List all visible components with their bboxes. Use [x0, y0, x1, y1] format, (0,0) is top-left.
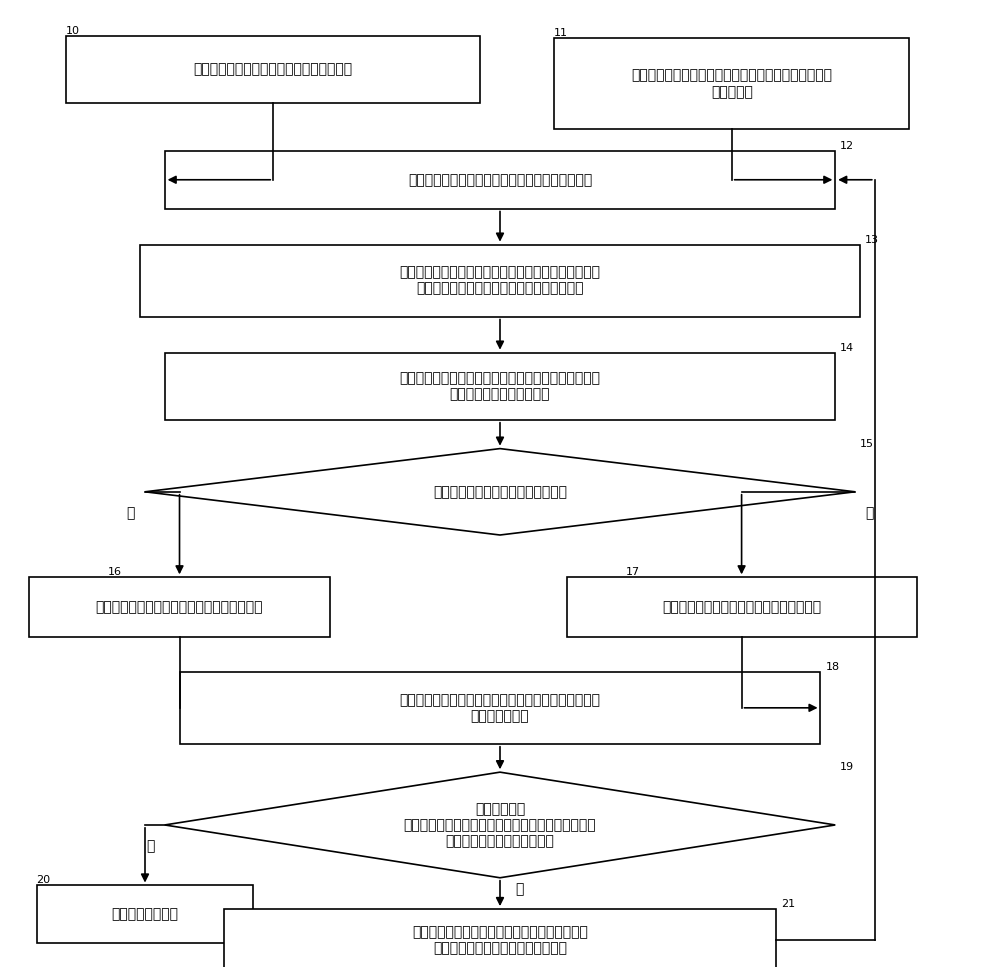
Text: 否: 否: [515, 882, 523, 896]
Text: 根据所述移动终端的运动速度及预设的定位时间间隔与
速度阈值的对应关系，确定当前定位时间间隔: 根据所述移动终端的运动速度及预设的定位时间间隔与 速度阈值的对应关系，确定当前定…: [400, 266, 600, 296]
Text: 11: 11: [554, 28, 568, 38]
Bar: [165, 151, 835, 208]
Text: 16: 16: [108, 567, 122, 578]
Text: 对所述移动终端进行定位得到目标定位结果: 对所述移动终端进行定位得到目标定位结果: [662, 600, 821, 614]
Text: 判断所述移动终端是否处于静止状态: 判断所述移动终端是否处于静止状态: [433, 485, 567, 499]
Bar: [567, 578, 917, 637]
Text: 13: 13: [865, 235, 879, 244]
Polygon shape: [145, 449, 855, 535]
Text: 20: 20: [37, 876, 51, 885]
Text: 根据数次定位结果，获取所述移动终端的运动速度: 根据数次定位结果，获取所述移动终端的运动速度: [408, 172, 592, 187]
Bar: [224, 909, 776, 971]
Text: 12: 12: [840, 141, 854, 151]
Text: 根据所述目标定位结果及其之前一次定位的定位
结果，获取所述移动终端的运动速度: 根据所述目标定位结果及其之前一次定位的定位 结果，获取所述移动终端的运动速度: [412, 925, 588, 955]
Bar: [29, 578, 330, 637]
Text: 17: 17: [626, 567, 640, 578]
Bar: [165, 353, 835, 420]
Text: 根据所述目标定位结果及所述获取的日程提醒信息，计
算日程提醒时间: 根据所述目标定位结果及所述获取的日程提醒信息，计 算日程提醒时间: [400, 693, 600, 723]
Text: 提醒用户日程活动: 提醒用户日程活动: [112, 907, 179, 921]
Text: 判断得到所述
目标定位结果的定位时间与所述日程提醒时间的差值
是否小于等于预设的时间阈值: 判断得到所述 目标定位结果的定位时间与所述日程提醒时间的差值 是否小于等于预设的…: [404, 802, 596, 848]
Text: 根据最后一次定位的定位时间及所述确定出的定位间隔
时间，确定下一次定位时间: 根据最后一次定位的定位时间及所述确定出的定位间隔 时间，确定下一次定位时间: [400, 371, 600, 401]
Bar: [66, 36, 480, 103]
Text: 是: 是: [146, 840, 155, 853]
Text: 15: 15: [860, 438, 874, 449]
Text: 14: 14: [840, 343, 854, 353]
Text: 否: 否: [865, 506, 873, 520]
Text: 21: 21: [781, 899, 795, 909]
Text: 10: 10: [66, 25, 80, 36]
Bar: [180, 672, 820, 744]
Text: 在预置的时间内按照预置的定位次数对所述移动终端进
行数次定位: 在预置的时间内按照预置的定位次数对所述移动终端进 行数次定位: [631, 68, 832, 98]
Bar: [37, 885, 253, 943]
Bar: [554, 38, 909, 130]
Text: 获取用户通过移动终端预设的日程提醒信息: 获取用户通过移动终端预设的日程提醒信息: [194, 62, 353, 76]
Text: 将最后一次定位的定位结果作为目标定位结果: 将最后一次定位的定位结果作为目标定位结果: [96, 600, 263, 614]
Polygon shape: [165, 772, 835, 878]
Bar: [140, 244, 860, 317]
Text: 18: 18: [825, 661, 840, 672]
Text: 19: 19: [840, 762, 854, 772]
Text: 是: 是: [127, 506, 135, 520]
